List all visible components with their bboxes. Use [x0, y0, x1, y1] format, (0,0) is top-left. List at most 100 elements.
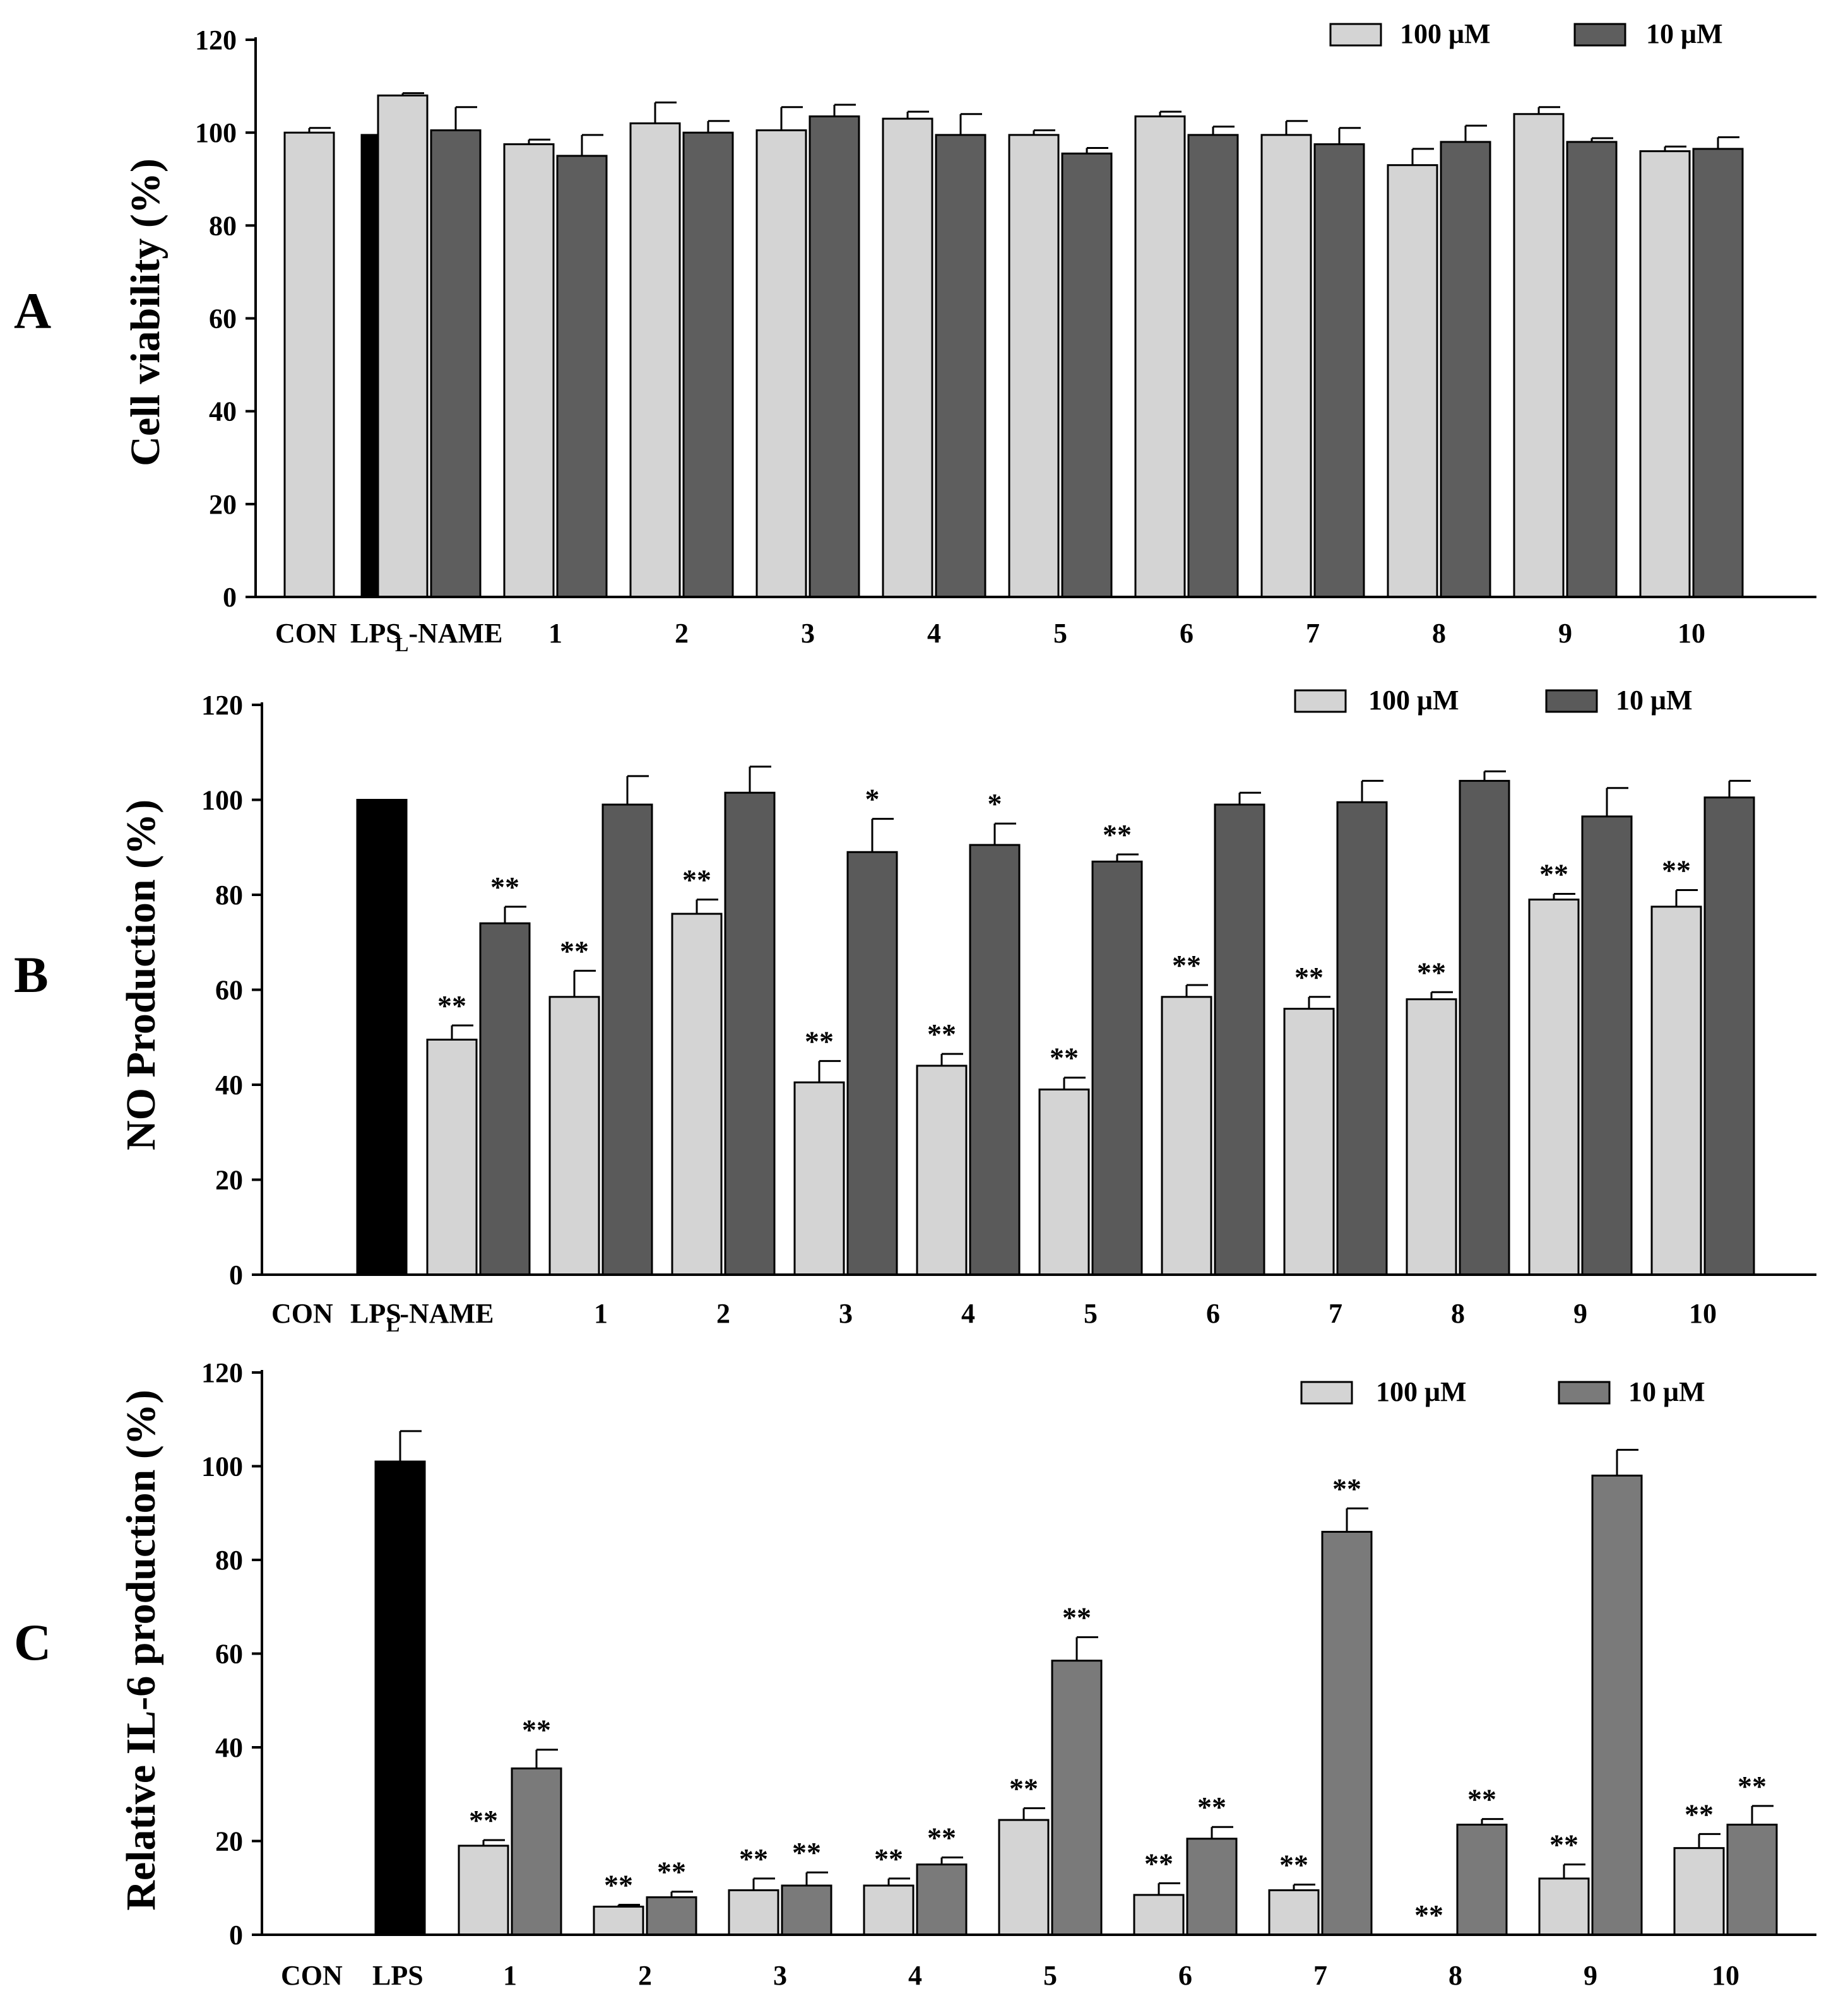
panel-c-y-tick: 100 [201, 1451, 243, 1482]
bar-10um [969, 844, 1021, 1276]
panel-a-y-tick: 0 [223, 582, 237, 613]
significance-label: ** [1197, 1791, 1226, 1823]
bar-100um [671, 912, 723, 1276]
panel-a-legend-label-100um: 100 μM [1400, 18, 1490, 49]
significance-label: ** [604, 1868, 633, 1901]
panel-b-category-label: 1 [594, 1298, 608, 1329]
bar-10um [1459, 779, 1510, 1276]
panel-c-chart: C Relative IL-6 production (%) 0 20 40 6… [14, 1357, 1816, 1991]
panel-c-legend-label-10um: 10 μM [1628, 1376, 1705, 1407]
bar-100um [1260, 134, 1312, 598]
panel-b-category-label: L-NAME [386, 1298, 494, 1336]
panel-b-legend-label-100um: 100 μM [1368, 685, 1459, 716]
significance-label: ** [560, 935, 589, 967]
significance-label: ** [1662, 854, 1691, 886]
panel-a-category-label: 4 [927, 618, 941, 649]
bar-100um [1038, 1089, 1090, 1276]
panel-a-legend: 100 μM 10 μM [1329, 18, 1722, 49]
significance-label: ** [469, 1804, 498, 1836]
bar-100um [1673, 1847, 1725, 1936]
bar-10um [430, 129, 482, 598]
panel-a-y-ticks: 0 20 40 60 80 100 120 [195, 25, 237, 613]
bar-100um [1650, 906, 1702, 1276]
panel-c-legend-label-100um: 100 μM [1376, 1376, 1466, 1407]
panel-b-y-tick: 40 [215, 1070, 243, 1101]
panel-b-category-label: 4 [961, 1298, 975, 1329]
bar-100um [1513, 113, 1565, 598]
panel-c-category-label: 8 [1448, 1960, 1462, 1991]
panel-b-legend: 100 μM 10 μM [1294, 685, 1692, 716]
panel-c-category-label: 3 [773, 1960, 787, 1991]
panel-b-y-tick: 120 [201, 690, 243, 721]
panel-b-y-ticks: 0 20 40 60 80 100 120 [201, 690, 243, 1290]
panel-a-category-label: 3 [801, 618, 815, 649]
significance-label: ** [682, 864, 711, 896]
panel-b-category-label: 6 [1206, 1298, 1220, 1329]
significance-label: ** [1332, 1472, 1361, 1504]
panel-c-y-tick: 40 [215, 1732, 243, 1763]
panel-a-category-label: 8 [1432, 618, 1446, 649]
significance-label: * [988, 788, 1002, 820]
significance-label: ** [1050, 1042, 1079, 1074]
bar-100um [1387, 164, 1438, 598]
bar-10um [1726, 1824, 1778, 1936]
panel-c-y-ticks: 0 20 40 60 80 100 120 [201, 1357, 243, 1951]
bar-10um [1591, 1474, 1643, 1936]
bar-10um [1051, 1660, 1103, 1936]
significance-label: ** [1414, 1899, 1443, 1931]
panel-a-category-label: CON [275, 618, 337, 649]
panel-a-legend-swatch-10um [1573, 23, 1626, 47]
panel-c-y-tick: 120 [201, 1357, 243, 1388]
bar-100um [426, 1039, 478, 1276]
panel-b-category-label: CON [271, 1298, 333, 1329]
panel-a-y-tick: 80 [209, 210, 237, 241]
panel-c-category-label: 10 [1712, 1960, 1739, 1991]
bar-100um [1268, 1889, 1320, 1936]
panel-c-category-label: 4 [908, 1960, 922, 1991]
significance-label: ** [1738, 1770, 1767, 1802]
bar-100um [503, 143, 555, 598]
panel-b-y-axis-title: NO Production (%) [118, 800, 164, 1150]
bar-10um [511, 1767, 562, 1936]
bar-100um [728, 1889, 779, 1936]
panel-b-plot-area: ******************** ** **** ** [252, 702, 1816, 1276]
panel-a-y-tick: 60 [209, 304, 237, 334]
bar-10um [1091, 860, 1143, 1276]
significance-label: ** [792, 1836, 821, 1868]
bar-100um [377, 94, 429, 598]
panel-c-category-label: LPS [372, 1960, 424, 1991]
significance-label: ** [1685, 1798, 1714, 1830]
panel-c-category-label: CON [281, 1960, 343, 1991]
panel-b-category-label: 3 [839, 1298, 853, 1329]
panel-a-y-tick: 20 [209, 489, 237, 520]
bar-10um [682, 131, 734, 598]
bar-10um [1581, 815, 1633, 1276]
bar-10um [1456, 1824, 1508, 1936]
bar-100um [593, 1905, 644, 1936]
panel-b-category-label: LPS [350, 1298, 401, 1329]
significance-label: ** [1062, 1602, 1091, 1634]
panel-b-category-label: 8 [1451, 1298, 1465, 1329]
bar-10um [646, 1896, 697, 1936]
panel-a-category-label: 6 [1180, 618, 1194, 649]
bar-100um [1133, 1894, 1185, 1936]
panel-b-category-label: 9 [1573, 1298, 1587, 1329]
panel-a-category-label: 9 [1558, 618, 1572, 649]
bar-10um [556, 155, 608, 598]
bar-10um [479, 922, 531, 1276]
bar-10um [781, 1884, 832, 1936]
panel-c-category-label: 1 [503, 1960, 517, 1991]
significance-label: ** [522, 1714, 551, 1746]
panel-c-legend: 100 μM 10 μM [1300, 1376, 1705, 1407]
significance-label: ** [1549, 1829, 1578, 1861]
bar-lps [374, 1460, 426, 1936]
significance-label: ** [1172, 949, 1201, 981]
significance-label: ** [1279, 1849, 1308, 1881]
bar-100um [863, 1884, 915, 1936]
bar-10um [846, 851, 898, 1276]
significance-label: ** [927, 1018, 956, 1050]
bar-100um [1639, 150, 1691, 598]
panel-b-y-tick: 100 [201, 785, 243, 816]
bar-100um [1528, 899, 1580, 1276]
panel-c-category-label: 7 [1313, 1960, 1327, 1991]
